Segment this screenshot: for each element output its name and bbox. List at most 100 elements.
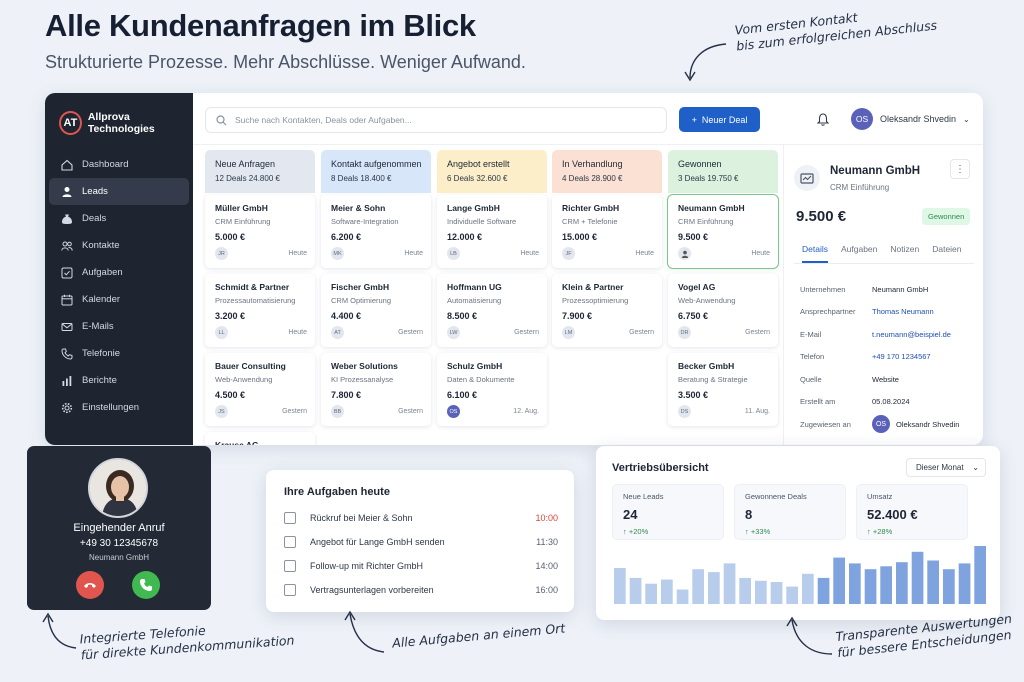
chart-bar [911, 551, 924, 604]
column-title: Kontakt aufgenommen [331, 159, 422, 169]
hang-up-icon [84, 583, 96, 588]
tasks-title: Ihre Aufgaben heute [284, 486, 390, 498]
detail-tabs: Details Aufgaben Notizen Dateien [802, 244, 962, 263]
chart-bar [692, 569, 704, 604]
deal-description: Automatisierung [447, 296, 502, 305]
deal-card[interactable]: Klein & Partner Prozessoptimierung 7.900… [552, 274, 662, 347]
column-header[interactable]: Gewonnen 3 Deals 19.750 € [668, 150, 778, 193]
deal-value: 4.500 € [215, 390, 246, 400]
deal-date: 11. Aug. [744, 408, 770, 415]
arrow-top-icon [684, 43, 727, 82]
decline-call-button[interactable] [76, 571, 104, 599]
detail-label: Quelle [800, 374, 822, 384]
detail-label: Telefon [800, 352, 825, 362]
annotation-call: Integrierte Telefonie für direkte Kunden… [79, 622, 295, 663]
deal-card[interactable]: Krause AG Beratung Digitalisierung 2.800… [205, 432, 315, 445]
task-time: 10:00 [535, 513, 558, 523]
sidebar-item-kalender[interactable]: Kalender [49, 286, 189, 313]
deal-card[interactable]: Vogel AG Web-Anwendung 6.750 € DR Gestern [668, 274, 778, 347]
sidebar-item-dashboard[interactable]: Dashboard [49, 151, 189, 178]
task-label: Vertragsunterlagen vorbereiten [310, 585, 434, 595]
card-footer: LL Heute [215, 326, 307, 339]
deal-card[interactable]: Fischer GmbH CRM Optimierung 4.400 € AT G… [321, 274, 431, 347]
user-menu[interactable]: OS Oleksandr Shvedin ⌄ [851, 108, 970, 130]
period-select[interactable]: Dieser Monat ⌄ [906, 458, 986, 477]
avatar: OS [447, 405, 460, 418]
avatar: LB [447, 247, 460, 260]
deal-card[interactable]: Schmidt & Partner Prozessautomatisierung… [205, 274, 315, 347]
deal-name: Klein & Partner [562, 282, 624, 292]
card-footer: AT Gestern [331, 326, 423, 339]
kpi-card: Umsatz 52.400 € ↑ +28% [856, 484, 968, 540]
task-checkbox[interactable] [284, 584, 296, 596]
detail-value[interactable]: Thomas Neumann [872, 307, 934, 317]
pipeline-column: Kontakt aufgenommen 8 Deals 18.400 € Mei… [321, 150, 431, 426]
deal-date: Gestern [745, 329, 770, 336]
column-header[interactable]: Kontakt aufgenommen 8 Deals 18.400 € [321, 150, 431, 193]
deal-name: Müller GmbH [215, 203, 268, 213]
deal-card[interactable]: Neumann GmbH CRM Einführung 9.500 € Heut… [667, 194, 779, 269]
sidebar-item-einstellungen[interactable]: Einstellungen [49, 394, 189, 421]
task-checkbox[interactable] [284, 560, 296, 572]
deal-card[interactable]: Hoffmann UG Automatisierung 8.500 € LW Ge… [437, 274, 547, 347]
plus-icon: + [691, 114, 697, 125]
detail-value: Oleksandr Shvedin [896, 419, 960, 429]
deal-subtitle: CRM Einführung [830, 183, 890, 192]
sidebar-item-deals[interactable]: Deals [49, 205, 189, 232]
topbar: Suche nach Kontakten, Deals oder Aufgabe… [193, 93, 983, 145]
deal-card[interactable]: Meier & Sohn Software-Integration 6.200 … [321, 195, 431, 268]
kpi-delta-value: +20% [628, 527, 649, 536]
detail-value[interactable]: +49 170 1234567 [872, 352, 931, 362]
detail-label: Unternehmen [800, 284, 846, 294]
task-time: 16:00 [535, 585, 558, 595]
tab-aufgaben[interactable]: Aufgaben [840, 244, 878, 254]
search-icon [216, 114, 227, 125]
deal-card[interactable]: Weber Solutions KI Prozessanalyse 7.800 … [321, 353, 431, 426]
avatar: LW [447, 326, 460, 339]
task-checkbox[interactable] [284, 536, 296, 548]
sidebar-item-e-mails[interactable]: E-Mails [49, 313, 189, 340]
tab-notizen[interactable]: Notizen [890, 244, 920, 254]
deal-card[interactable]: Lange GmbH Individuelle Software 12.000 … [437, 195, 547, 268]
deal-card[interactable]: Becker GmbH Beratung & Strategie 3.500 €… [668, 353, 778, 426]
column-header[interactable]: In Verhandlung 4 Deals 28.900 € [552, 150, 662, 193]
tab-dateien[interactable]: Dateien [932, 244, 962, 254]
chart-bar [880, 566, 892, 604]
bar-chart-icon [62, 375, 72, 386]
bell-icon[interactable] [817, 113, 829, 126]
task-checkbox[interactable] [284, 512, 296, 524]
detail-label: Erstellt am [800, 397, 836, 407]
sidebar-item-aufgaben[interactable]: Aufgaben [49, 259, 189, 286]
accept-call-button[interactable] [132, 571, 160, 599]
deal-card[interactable]: Schulz GmbH Daten & Dokumente 6.100 € OS… [437, 353, 547, 426]
caller-company: Neumann GmbH [88, 553, 150, 562]
column-header[interactable]: Angebot erstellt 6 Deals 32.600 € [437, 150, 547, 193]
chart-bar [676, 589, 689, 604]
sidebar-item-telefonie[interactable]: Telefonie [49, 340, 189, 367]
kpi-label: Gewonnene Deals [745, 492, 807, 501]
deal-name: Bauer Consulting [215, 361, 286, 371]
chart-bar [802, 573, 814, 604]
search-input[interactable]: Suche nach Kontakten, Deals oder Aufgabe… [205, 107, 667, 133]
sidebar-item-kontakte[interactable]: Kontakte [49, 232, 189, 259]
column-header[interactable]: Neue Anfragen 12 Deals 24.800 € [205, 150, 315, 193]
detail-row: Ansprechpartner Thomas Neumann [800, 301, 976, 324]
chart-bar [661, 579, 673, 604]
deal-card[interactable]: Bauer Consulting Web-Anwendung 4.500 € J… [205, 353, 315, 426]
more-options-button[interactable]: ⋮ [950, 159, 970, 179]
caller-photo [88, 458, 148, 518]
logo[interactable]: AT Allprova Technologies [59, 111, 193, 135]
sidebar-item-label: Deals [82, 213, 107, 224]
sidebar-item-berichte[interactable]: Berichte [49, 367, 189, 394]
deal-card[interactable]: Müller GmbH CRM Einführung 5.000 € JR Heu… [205, 195, 315, 268]
deal-card[interactable]: Richter GmbH CRM + Telefonie 15.000 € JF… [552, 195, 662, 268]
kpi-value: 24 [623, 507, 638, 522]
detail-value: Website [872, 374, 899, 384]
column-title: Neue Anfragen [215, 159, 276, 169]
tab-details[interactable]: Details [802, 244, 828, 263]
assignee[interactable]: OS Oleksandr Shvedin [872, 415, 960, 434]
detail-value[interactable]: t.neumann@beispiel.de [872, 329, 951, 339]
new-deal-label: Neuer Deal [701, 114, 748, 125]
sidebar-item-leads[interactable]: Leads [49, 178, 189, 205]
new-deal-button[interactable]: + Neuer Deal [679, 107, 760, 132]
